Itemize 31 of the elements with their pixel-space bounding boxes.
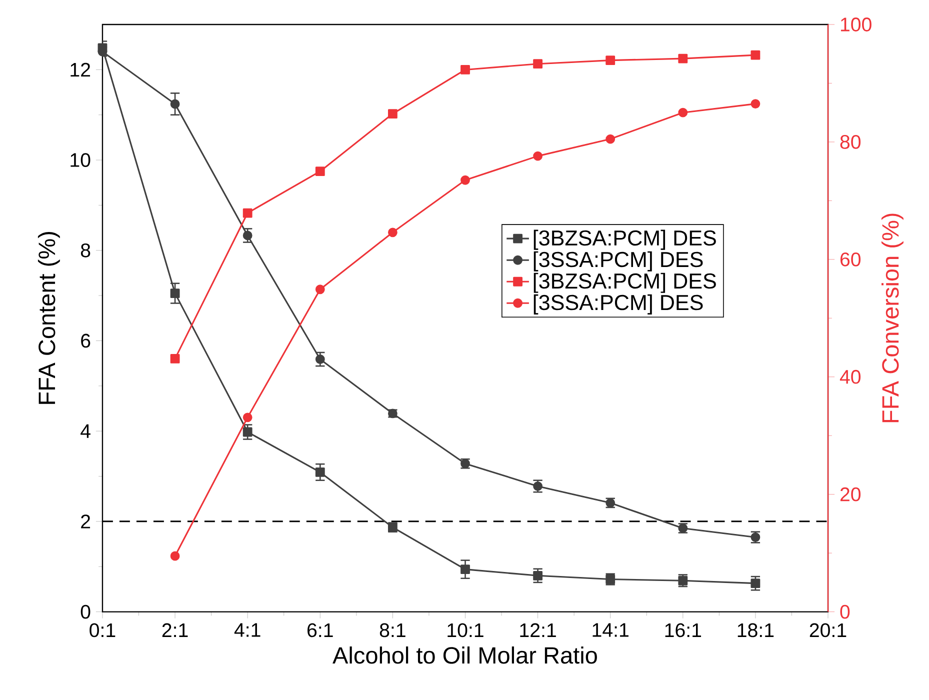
legend-label: [3SSA:PCM] DES [534, 251, 703, 272]
legend-label: [3BZSA:PCM] DES [534, 230, 716, 250]
legend-label: [3SSA:PCM] DES [534, 294, 703, 314]
y2-tick-label: 40 [840, 370, 861, 384]
x-tick-label: 12:1 [520, 623, 556, 637]
legend-label: [3BZSA:PCM] DES [534, 272, 716, 293]
y-tick-label: 10 [70, 153, 90, 167]
y-tick-label: 6 [81, 334, 90, 348]
x-tick-label: 2:1 [162, 623, 188, 637]
y2-tick-label: 60 [840, 252, 861, 266]
x-tick-label: 16:1 [665, 623, 702, 638]
x-tick-label: 4:1 [234, 623, 260, 637]
y-tick-label: 0 [80, 604, 90, 619]
x-tick-label: 18:1 [738, 623, 774, 638]
y2-tick-label: 20 [840, 487, 861, 502]
x-tick-label: 6:1 [308, 623, 333, 638]
y2-axis-title: FFA Conversion (%) [882, 214, 904, 422]
y-tick-label: 12 [70, 62, 90, 77]
x-axis-title: Alcohol to Oil Molar Ratio [332, 646, 597, 664]
x-tick-label: 20:1 [810, 623, 846, 638]
x-tick-label: 8:1 [380, 623, 406, 638]
y-axis-title: FFA Content (%) [38, 232, 60, 404]
x-tick-label: 10:1 [448, 623, 484, 638]
y-tick-label: 8 [80, 243, 90, 258]
y2-tick-label: 100 [840, 18, 872, 32]
y-tick-label: 2 [81, 514, 90, 528]
y2-tick-label: 80 [840, 135, 861, 149]
x-tick-label: 14:1 [592, 623, 628, 637]
x-tick-label: 0:1 [90, 623, 116, 638]
y-tick-label: 4 [80, 424, 90, 438]
y2-tick-label: 0 [840, 604, 850, 619]
